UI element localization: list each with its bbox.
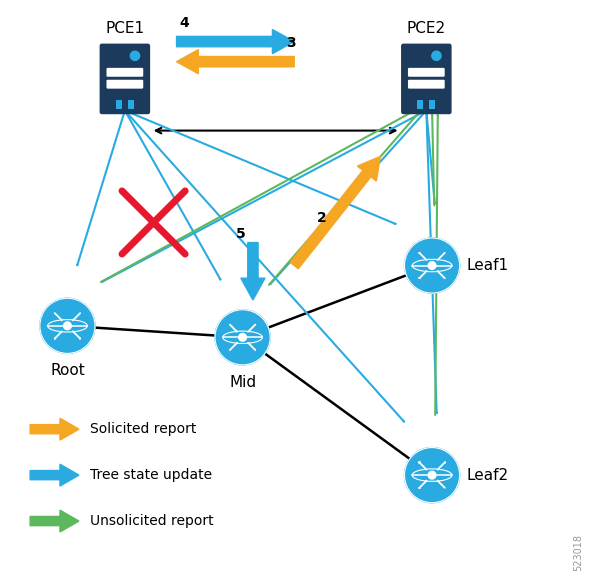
- Bar: [418, 100, 424, 109]
- Text: 523018: 523018: [573, 534, 583, 571]
- Text: Tree state update: Tree state update: [91, 468, 212, 482]
- Text: 5: 5: [236, 227, 245, 241]
- Circle shape: [428, 471, 436, 479]
- Bar: [116, 100, 122, 109]
- Circle shape: [432, 51, 441, 61]
- Text: Unsolicited report: Unsolicited report: [91, 514, 214, 528]
- Bar: [430, 100, 435, 109]
- Text: 3: 3: [286, 36, 295, 50]
- FancyArrow shape: [30, 418, 79, 440]
- Text: Leaf1: Leaf1: [467, 258, 509, 273]
- Circle shape: [428, 262, 436, 269]
- Text: 2: 2: [317, 211, 327, 226]
- FancyBboxPatch shape: [408, 68, 445, 77]
- Text: Solicited report: Solicited report: [91, 422, 197, 436]
- FancyArrow shape: [241, 242, 265, 300]
- Text: PCE1: PCE1: [105, 21, 145, 36]
- Bar: [128, 100, 134, 109]
- Circle shape: [404, 238, 460, 293]
- FancyBboxPatch shape: [408, 80, 445, 89]
- FancyArrow shape: [30, 510, 79, 532]
- Circle shape: [64, 322, 71, 329]
- FancyArrow shape: [290, 156, 380, 269]
- Text: Mid: Mid: [229, 374, 256, 389]
- Text: PCE2: PCE2: [407, 21, 446, 36]
- Text: Leaf2: Leaf2: [467, 467, 509, 482]
- FancyBboxPatch shape: [106, 80, 143, 89]
- Circle shape: [404, 448, 460, 503]
- FancyArrow shape: [30, 464, 79, 486]
- Text: 4: 4: [179, 16, 189, 30]
- Text: Root: Root: [50, 363, 85, 378]
- FancyArrow shape: [176, 29, 294, 54]
- FancyBboxPatch shape: [401, 44, 452, 114]
- FancyArrow shape: [176, 50, 294, 74]
- Circle shape: [130, 51, 140, 61]
- Circle shape: [239, 334, 247, 341]
- Circle shape: [40, 298, 95, 353]
- FancyBboxPatch shape: [106, 68, 143, 77]
- Circle shape: [215, 310, 270, 365]
- FancyBboxPatch shape: [100, 44, 150, 114]
